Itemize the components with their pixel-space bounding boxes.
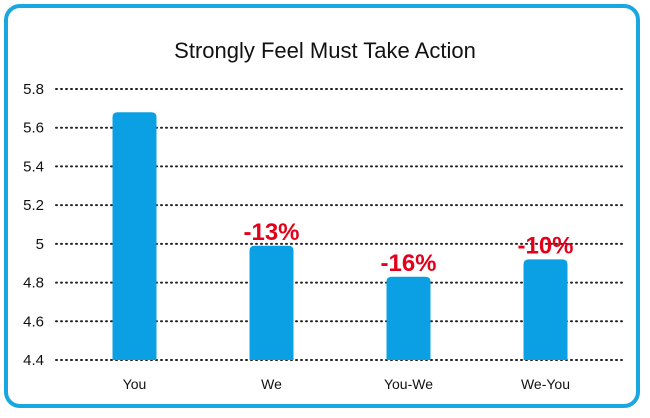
bars — [112, 112, 568, 360]
data-label: -13% — [243, 219, 299, 246]
y-tick-label: 5.8 — [23, 81, 44, 98]
y-tick-label: 5.4 — [23, 158, 44, 175]
y-tick-label: 5.2 — [23, 197, 44, 214]
y-tick-label: 4.6 — [23, 313, 44, 330]
bar — [386, 276, 431, 360]
y-tick-label: 4.4 — [23, 352, 44, 369]
data-labels: -13% -16% -10% — [243, 219, 573, 277]
y-tick-label: 4.8 — [23, 275, 44, 292]
bar — [112, 112, 157, 360]
data-label: -16% — [380, 250, 436, 277]
data-label: -10% — [517, 232, 573, 259]
x-tick-label: You — [123, 376, 147, 392]
y-tick-label: 5.6 — [23, 120, 44, 137]
x-tick-label: We-You — [521, 376, 570, 392]
bar — [249, 245, 294, 360]
bar — [523, 259, 568, 360]
chart-title: Strongly Feel Must Take Action — [174, 38, 476, 63]
y-tick-label: 5 — [36, 236, 44, 253]
x-tick-label: You-We — [384, 376, 433, 392]
chart-frame — [4, 4, 640, 408]
x-tick-label: We — [261, 376, 282, 392]
x-axis: You We You-We We-You — [123, 376, 570, 392]
y-axis: 4.4 4.6 4.8 5 5.2 5.4 5.6 5.8 — [23, 81, 44, 369]
